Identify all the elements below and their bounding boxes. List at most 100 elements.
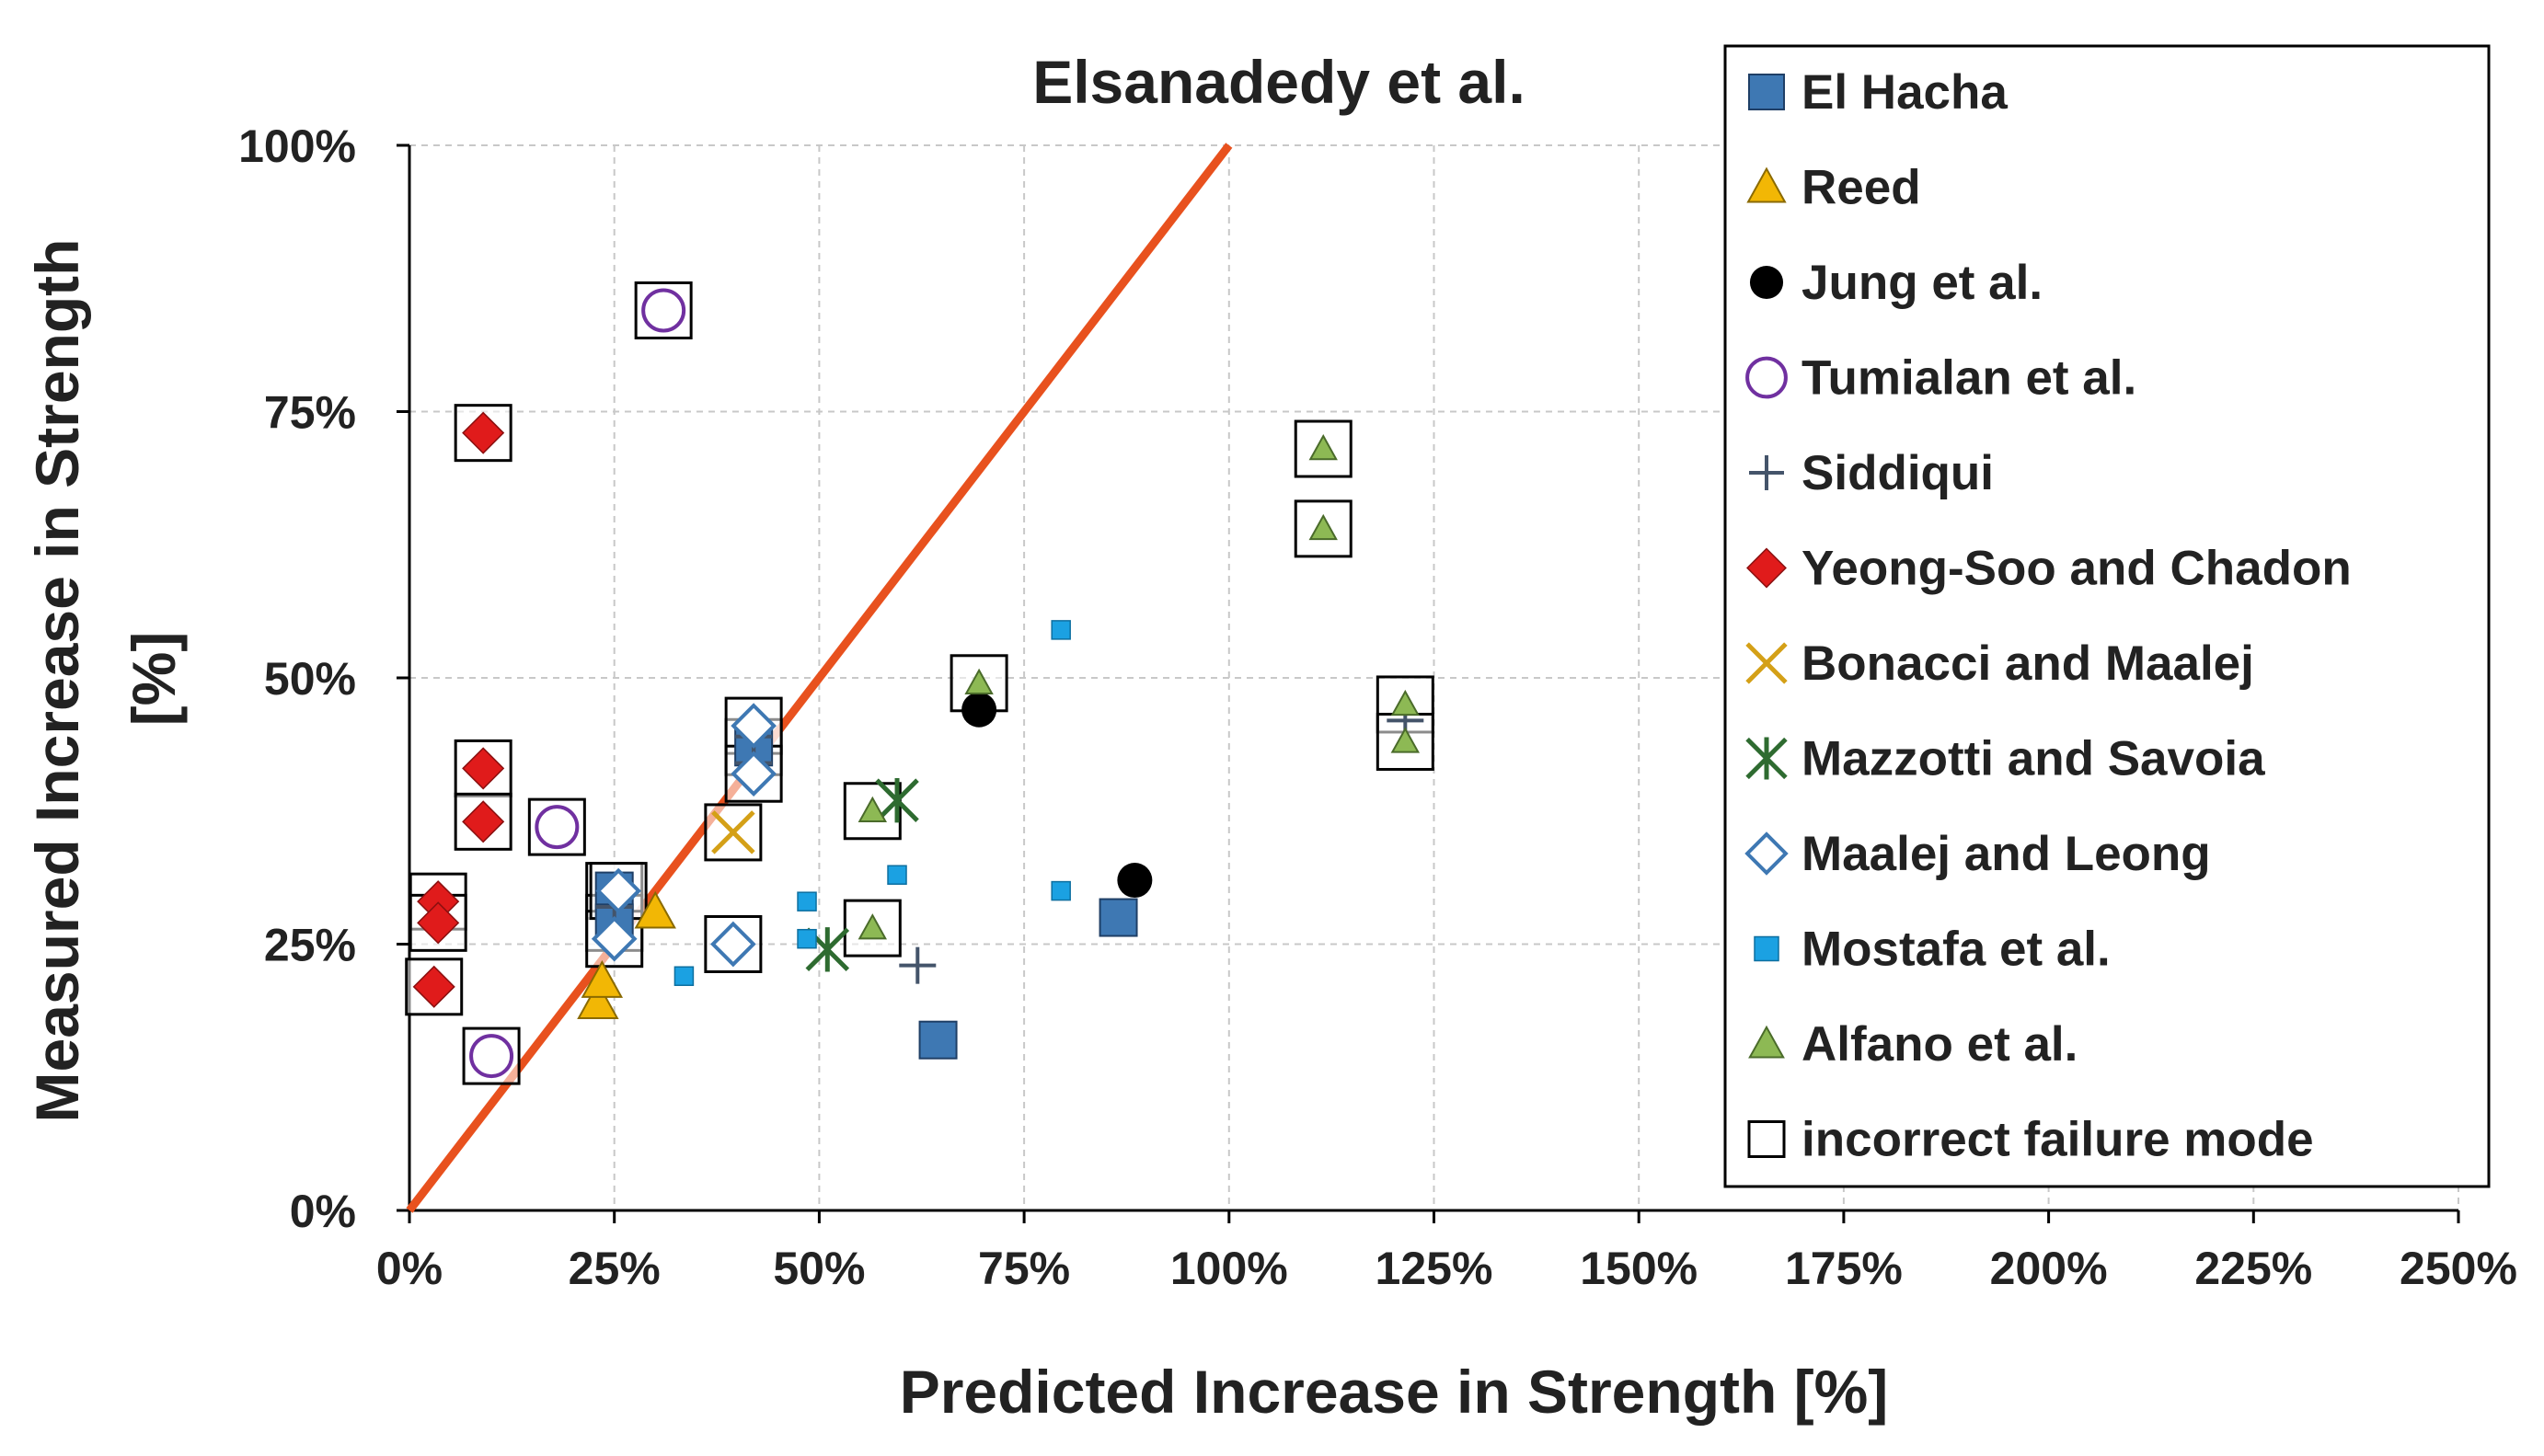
legend-marker-alfano-et-al <box>1748 1025 1785 1059</box>
legend-marker-el-hacha <box>1748 74 1785 110</box>
marker-shape <box>1747 1120 1786 1158</box>
y-tick-label: 0% <box>290 1186 356 1237</box>
point-tumialan-et-al <box>641 288 686 333</box>
x-tick-label: 150% <box>1580 1243 1698 1294</box>
marker-shape <box>417 901 460 945</box>
marker-shape <box>462 747 505 790</box>
marker-shape <box>1754 935 1779 962</box>
legend-item-yeong-soo-and-chadon: Yeong-Soo and Chadon <box>1746 542 2352 596</box>
point-jung-et-al <box>1117 863 1153 899</box>
marker-shape <box>1749 265 1784 300</box>
y-tick-label: 100% <box>238 120 356 172</box>
point-mostafa-et-al <box>797 891 817 911</box>
reference-line-group <box>406 143 1233 1213</box>
marker-shape <box>797 891 817 911</box>
legend-marker-yeong-soo-and-chadon <box>1746 547 1787 589</box>
point-mostafa-et-al <box>797 928 817 949</box>
point-alfano-et-al <box>858 913 888 940</box>
x-tick-label: 125% <box>1376 1243 1493 1294</box>
marker-shape <box>577 981 619 1019</box>
point-yeong-soo-and-chadon <box>462 747 505 790</box>
legend-item-bonacci-and-maalej: Bonacci and Maalej <box>1745 636 2254 691</box>
point-alfano-et-al <box>1308 433 1338 461</box>
x-tick-label: 25% <box>569 1243 661 1294</box>
marker-shape <box>731 751 777 797</box>
point-el-hacha <box>918 1020 958 1060</box>
marker-shape <box>412 965 455 1008</box>
marker-shape <box>858 913 888 940</box>
legend-item-maalej-and-leong: Maalej and Leong <box>1744 827 2211 881</box>
legend-marker-siddiqui <box>1749 455 1784 490</box>
legend-label-alfano-et-al: Alfano et al. <box>1802 1017 2078 1072</box>
marker-shape <box>535 805 580 850</box>
x-tick-label: 175% <box>1785 1243 1903 1294</box>
legend-item-alfano-et-al: Alfano et al. <box>1748 1017 2078 1072</box>
legend-item-tumialan-et-al: Tumialan et al. <box>1745 351 2136 406</box>
marker-shape <box>1390 689 1421 717</box>
marker-shape <box>1748 74 1785 110</box>
point-yeong-soo-and-chadon <box>417 901 460 945</box>
y-tick-label: 25% <box>264 920 356 971</box>
marker-shape <box>918 1020 958 1060</box>
legend-items: El Hacha Reed Jung et al. Tumialan et al. Si… <box>1744 65 2352 1167</box>
legend-label-siddiqui: Siddiqui <box>1802 446 1994 500</box>
marker-shape <box>1117 863 1153 899</box>
legend: El Hacha Reed Jung et al. Tumialan et al. Si… <box>1723 44 2491 1188</box>
point-mostafa-et-al <box>1051 620 1071 640</box>
marker-shape <box>887 865 907 885</box>
legend-item-el-hacha: El Hacha <box>1748 65 2008 120</box>
legend-marker-reed <box>1746 166 1787 203</box>
chart-title: Elsanadedy et al. <box>1032 48 1525 116</box>
legend-item-mazzotti-and-savoia: Mazzotti and Savoia <box>1745 732 2265 786</box>
legend-item-reed: Reed <box>1746 161 1921 215</box>
point-yeong-soo-and-chadon <box>462 411 505 454</box>
point-siddiqui <box>899 946 937 984</box>
legend-label-yeong-soo-and-chadon: Yeong-Soo and Chadon <box>1802 542 2352 596</box>
tick-labels: 0% 25% 50% 75% 100% 125% 150% 175% 200% 225% 250% 0… <box>238 120 2517 1294</box>
marker-shape <box>961 692 997 728</box>
incorrect-failure-mode-boxes <box>405 281 1434 1085</box>
point-maalej-and-leong <box>710 921 756 968</box>
legend-marker-mostafa-et-al <box>1754 935 1779 962</box>
legend-label-tumialan-et-al: Tumialan et al. <box>1802 351 2136 406</box>
x-tick-label: 100% <box>1170 1243 1288 1294</box>
point-maalej-and-leong <box>595 867 641 914</box>
point-maalej-and-leong <box>731 703 777 749</box>
legend-item-jung-et-al: Jung et al. <box>1749 256 2043 310</box>
legend-item-mostafa-et-al: Mostafa et al. <box>1754 923 2111 977</box>
marker-shape <box>858 796 888 822</box>
point-alfano-et-al <box>1390 689 1421 717</box>
marker-shape <box>1099 898 1138 937</box>
marker-shape <box>1308 433 1338 461</box>
marker-shape <box>469 1034 514 1079</box>
marker-shape <box>591 915 638 962</box>
point-alfano-et-al <box>1308 513 1338 541</box>
marker-shape <box>731 703 777 749</box>
legend-item-siddiqui: Siddiqui <box>1749 446 1994 500</box>
marker-shape <box>581 959 624 998</box>
x-tick-label: 200% <box>1990 1243 2108 1294</box>
legend-label-el-hacha: El Hacha <box>1802 65 2008 120</box>
point-maalej-and-leong <box>731 751 777 797</box>
point-mostafa-et-al <box>1051 880 1071 901</box>
legend-label-mazzotti-and-savoia: Mazzotti and Savoia <box>1802 732 2265 786</box>
point-reed <box>577 981 619 1019</box>
legend-label-incorrect-failure-mode: incorrect failure mode <box>1802 1113 2314 1167</box>
marker-shape <box>641 288 686 333</box>
marker-shape <box>964 668 994 694</box>
data-points <box>405 281 1434 1085</box>
point-tumialan-et-al <box>535 805 580 850</box>
marker-shape <box>462 411 505 454</box>
point-mostafa-et-al <box>673 966 695 986</box>
marker-shape <box>711 810 755 854</box>
axes <box>397 143 2460 1223</box>
x-tick-label: 250% <box>2400 1243 2517 1294</box>
marker-shape <box>595 867 641 914</box>
y-tick-label: 50% <box>264 653 356 705</box>
point-alfano-et-al <box>964 668 994 694</box>
point-reed <box>581 959 624 998</box>
point-reed <box>634 890 676 929</box>
legend-box <box>1723 44 2491 1188</box>
y-axis-title-line-1: Measured Increase in Strength <box>23 239 91 1123</box>
